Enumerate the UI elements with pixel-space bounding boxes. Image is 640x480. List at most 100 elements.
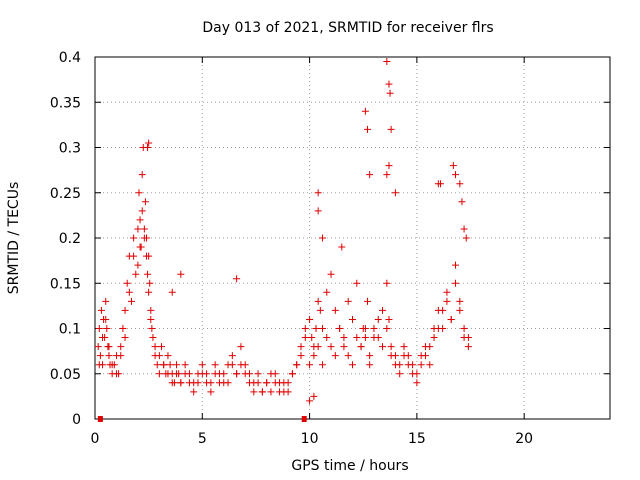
data-point	[144, 270, 152, 278]
chart-title: Day 013 of 2021, SRMTID for receiver flr…	[202, 20, 493, 36]
plot-frame	[94, 56, 611, 420]
data-point	[181, 370, 189, 378]
data-point	[119, 325, 127, 332]
data-point	[353, 334, 361, 342]
data-point	[387, 352, 395, 360]
data-point	[301, 325, 309, 332]
data-point	[95, 361, 103, 369]
data-point	[155, 352, 163, 360]
data-point	[364, 297, 372, 305]
data-point	[228, 361, 236, 369]
data-point	[112, 370, 120, 378]
x-tick-label: 5	[198, 431, 207, 447]
data-point	[125, 288, 133, 296]
data-point	[434, 306, 442, 314]
data-point	[318, 234, 326, 242]
data-point	[318, 325, 326, 332]
data-point	[436, 180, 444, 188]
data-point	[121, 334, 129, 342]
data-point	[276, 379, 284, 387]
y-axis-ticks: 0 0.05 0.1 0.15 0.2 0.25 0.3 0.35 0.4	[50, 50, 610, 428]
data-point	[327, 343, 335, 351]
y-tick-label: 0.35	[50, 95, 81, 111]
data-point	[293, 361, 301, 369]
y-tick-label: 0.15	[50, 276, 81, 292]
grid-lines	[95, 57, 610, 419]
data-point	[198, 361, 206, 369]
data-point	[316, 306, 324, 314]
data-point	[177, 270, 185, 278]
data-point	[284, 379, 292, 387]
data-point	[386, 89, 394, 97]
data-point	[456, 306, 464, 314]
data-point	[149, 334, 157, 342]
data-point	[314, 207, 322, 215]
data-point	[267, 388, 275, 396]
data-point	[233, 370, 241, 378]
data-point	[314, 343, 322, 351]
data-point	[385, 162, 393, 170]
data-point	[228, 352, 236, 360]
data-point	[135, 189, 143, 197]
data-point	[458, 198, 466, 206]
data-point	[224, 379, 232, 387]
data-point	[464, 343, 472, 351]
data-point	[344, 297, 352, 305]
x-tick-label: 20	[515, 431, 533, 447]
data-point	[136, 243, 144, 251]
data-point	[447, 315, 455, 323]
data-point	[361, 107, 369, 115]
data-point	[400, 352, 408, 360]
data-point	[308, 334, 316, 342]
data-point	[132, 270, 140, 278]
data-point	[117, 343, 125, 351]
x-axis-ticks: 0 5 10 15 20	[91, 57, 533, 447]
data-point	[323, 288, 331, 296]
data-point	[140, 234, 148, 242]
y-tick-label: 0.1	[59, 322, 81, 338]
data-point	[314, 189, 322, 197]
data-point	[387, 125, 395, 133]
data-point	[383, 171, 391, 179]
data-point	[439, 325, 447, 332]
data-point	[96, 352, 104, 360]
data-point	[263, 379, 271, 387]
data-point	[105, 352, 113, 360]
data-point	[344, 352, 352, 360]
data-point	[288, 370, 296, 378]
x-tick-label: 10	[301, 431, 319, 447]
data-point	[370, 325, 378, 332]
data-point	[361, 334, 369, 342]
data-point	[383, 279, 391, 287]
data-point	[452, 261, 459, 269]
data-point	[379, 306, 387, 314]
data-point	[148, 325, 156, 332]
data-point	[190, 388, 198, 396]
data-point	[102, 297, 110, 305]
data-point	[460, 225, 468, 233]
data-point	[155, 370, 163, 378]
data-point	[396, 370, 404, 378]
data-point	[103, 325, 111, 332]
data-point	[366, 361, 374, 369]
data-point	[323, 334, 331, 342]
data-point	[233, 275, 241, 283]
data-point	[426, 343, 434, 351]
data-point	[310, 392, 318, 400]
data-point	[331, 306, 339, 314]
data-point	[417, 361, 425, 369]
data-point	[151, 343, 159, 351]
data-point	[254, 370, 262, 378]
data-point	[177, 379, 185, 387]
data-point	[306, 315, 314, 323]
data-point	[452, 279, 459, 287]
data-point	[318, 361, 326, 369]
data-point	[312, 325, 320, 332]
y-tick-label: 0.25	[50, 186, 81, 202]
data-point	[374, 315, 382, 323]
data-point	[357, 343, 365, 351]
data-point	[379, 343, 387, 351]
data-point	[404, 361, 412, 369]
data-point	[164, 370, 172, 378]
